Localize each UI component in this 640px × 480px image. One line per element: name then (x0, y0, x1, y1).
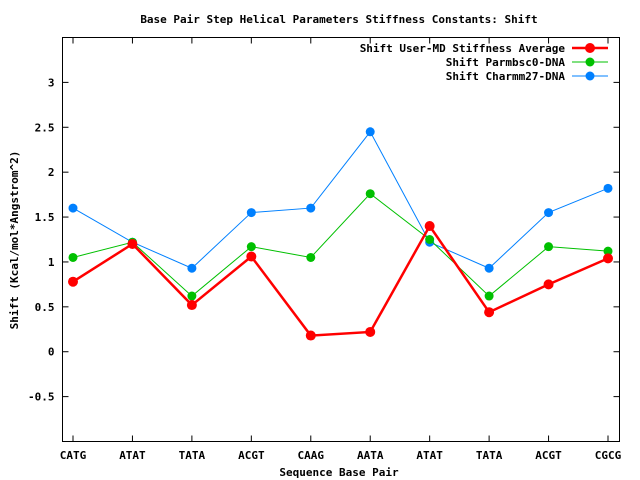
x-tick-label: AATA (357, 449, 384, 462)
x-axis-label: Sequence Base Pair (279, 466, 399, 479)
data-point (305, 330, 316, 341)
x-tick-label: TATA (476, 449, 503, 462)
x-tick-label: CGCG (595, 449, 622, 462)
data-point (425, 235, 435, 244)
data-point (68, 203, 78, 213)
x-tick-label: ACGT (535, 449, 562, 462)
data-point (603, 183, 613, 193)
data-point (186, 300, 197, 311)
legend-swatch-marker (585, 57, 595, 67)
legend-label: Shift User-MD Stiffness Average (360, 42, 566, 55)
data-point (68, 252, 78, 262)
series-line-0 (72, 223, 609, 337)
legend-swatch-marker (585, 43, 595, 53)
series-line-2 (72, 130, 609, 269)
x-tick-label: ACGT (238, 449, 265, 462)
y-tick-label: 1.5 (35, 211, 55, 224)
data-point (424, 221, 435, 232)
data-point (68, 276, 78, 287)
legend-label: Shift Charmm27-DNA (446, 70, 566, 83)
data-point (365, 189, 375, 199)
y-tick-label: 0.5 (35, 301, 55, 314)
x-tick-label: CAAG (298, 449, 325, 462)
y-tick-label: 0 (48, 346, 55, 359)
data-point (187, 263, 197, 273)
y-tick-label: 3 (48, 76, 55, 89)
data-point (484, 307, 495, 318)
data-point (187, 291, 197, 301)
x-tick-label: ATAT (416, 449, 443, 462)
series-layer (68, 127, 613, 341)
data-point (544, 208, 554, 218)
series-line-1 (72, 193, 609, 297)
data-point (544, 242, 554, 252)
y-tick-label: 2 (48, 166, 55, 179)
data-point (127, 238, 138, 249)
data-point (603, 246, 613, 256)
data-point (365, 326, 376, 337)
chart-title: Base Pair Step Helical Parameters Stiffn… (140, 13, 537, 26)
legend-swatch-marker (585, 71, 595, 81)
y-tick-label: 1 (48, 256, 55, 269)
plot-area-frame (62, 37, 620, 442)
data-point (246, 242, 256, 252)
legend-label: Shift Parmbsc0-DNA (446, 56, 566, 69)
x-tick-label: ATAT (119, 449, 146, 462)
x-tick-label: CATG (60, 449, 87, 462)
x-axis-ticks: CATG ATAT TATA ACGT CAAG AATA ATAT TATA ACGT CGCG (60, 37, 622, 462)
data-point (246, 251, 257, 262)
data-point (306, 252, 316, 262)
y-axis-ticks: -0.5 0 0.5 1 1.5 2 2.5 3 (28, 76, 620, 404)
data-point (246, 208, 256, 218)
y-tick-label: 2.5 (35, 121, 55, 134)
data-point (306, 203, 316, 213)
y-axis-label: Shift (Kcal/mol*Angstrom^2) (8, 151, 21, 330)
y-tick-label: -0.5 (28, 391, 55, 404)
data-point (603, 253, 613, 264)
data-point (484, 291, 494, 301)
data-point (484, 263, 494, 273)
x-tick-label: TATA (179, 449, 206, 462)
data-point (365, 127, 375, 137)
data-point (543, 279, 554, 290)
